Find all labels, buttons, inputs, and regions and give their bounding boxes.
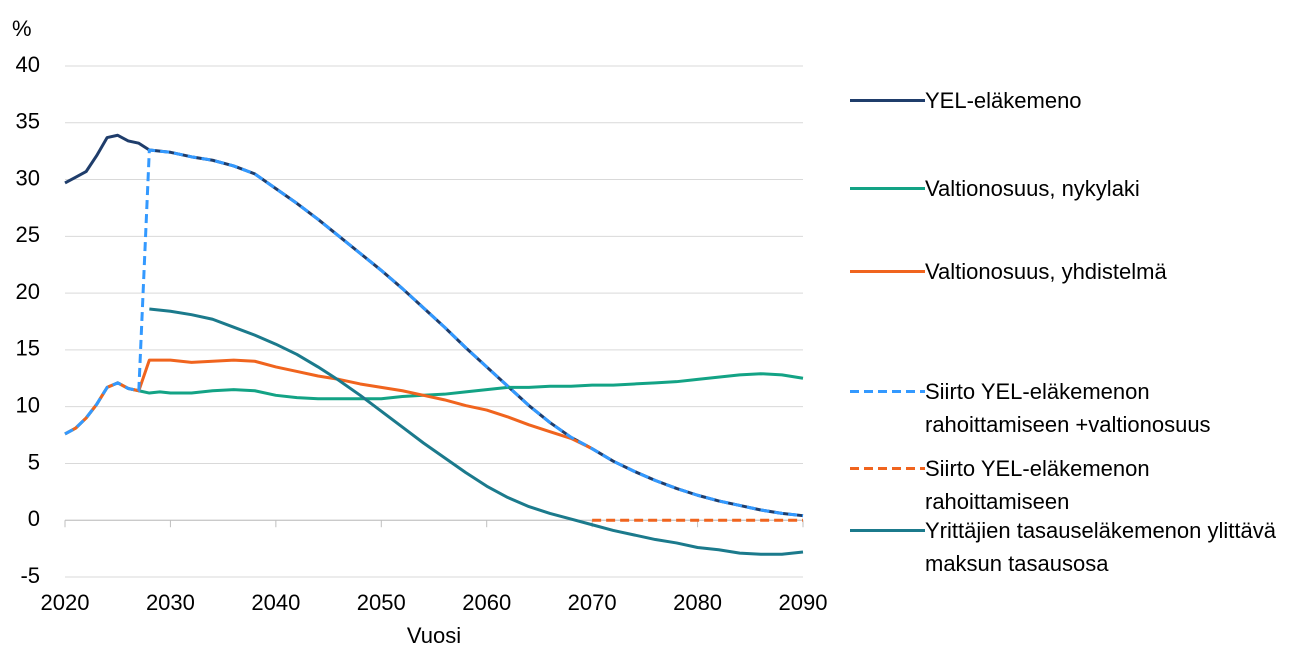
x-tick-label: 2060 (462, 590, 511, 615)
legend-swatch (850, 467, 925, 470)
x-tick-label: 2050 (357, 590, 406, 615)
x-tick-label: 2070 (568, 590, 617, 615)
legend-label: YEL-eläkemeno (925, 88, 1082, 113)
legend-label: Valtionosuus, nykylaki (925, 176, 1140, 201)
series-line (149, 307, 804, 556)
legend-item: YEL-eläkemeno (850, 84, 1285, 117)
legend-item: Siirto YEL-eläkemenon rahoittamiseen (850, 452, 1285, 518)
y-tick-label: 35 (16, 109, 40, 134)
series-line (64, 133, 804, 518)
legend-swatch (850, 529, 925, 532)
series-line (64, 372, 804, 436)
y-tick-label: 25 (16, 222, 40, 247)
series-line (64, 148, 804, 518)
legend-label: Yrittäjien tasauseläkemenon ylittävä mak… (925, 518, 1276, 576)
legend-item: Valtionosuus, yhdistelmä (850, 255, 1285, 288)
legend-swatch (850, 99, 925, 102)
x-tick-label: 2040 (251, 590, 300, 615)
x-tick-label: 2090 (779, 590, 828, 615)
y-tick-label: 5 (28, 449, 40, 474)
x-tick-label: 2020 (41, 590, 90, 615)
x-tick-label: 2030 (146, 590, 195, 615)
x-axis-label: Vuosi (407, 623, 461, 648)
x-tick-label: 2080 (673, 590, 722, 615)
y-tick-label: 40 (16, 52, 40, 77)
legend-label: Siirto YEL-eläkemenon rahoittamiseen +va… (925, 379, 1211, 437)
legend-item: Yrittäjien tasauseläkemenon ylittävä mak… (850, 514, 1285, 580)
y-tick-label: -5 (20, 563, 40, 588)
legend-swatch (850, 270, 925, 273)
y-tick-label: 30 (16, 165, 40, 190)
legend-item: Siirto YEL-eläkemenon rahoittamiseen +va… (850, 375, 1285, 441)
y-tick-label: 10 (16, 392, 40, 417)
legend-label: Valtionosuus, yhdistelmä (925, 259, 1167, 284)
y-tick-label: 15 (16, 336, 40, 361)
legend-item: Valtionosuus, nykylaki (850, 172, 1285, 205)
y-tick-label: 0 (28, 506, 40, 531)
y-axis-label: % (12, 16, 32, 41)
legend-label: Siirto YEL-eläkemenon rahoittamiseen (925, 456, 1150, 514)
y-tick-label: 20 (16, 279, 40, 304)
legend-swatch (850, 390, 925, 393)
legend-swatch (850, 187, 925, 190)
